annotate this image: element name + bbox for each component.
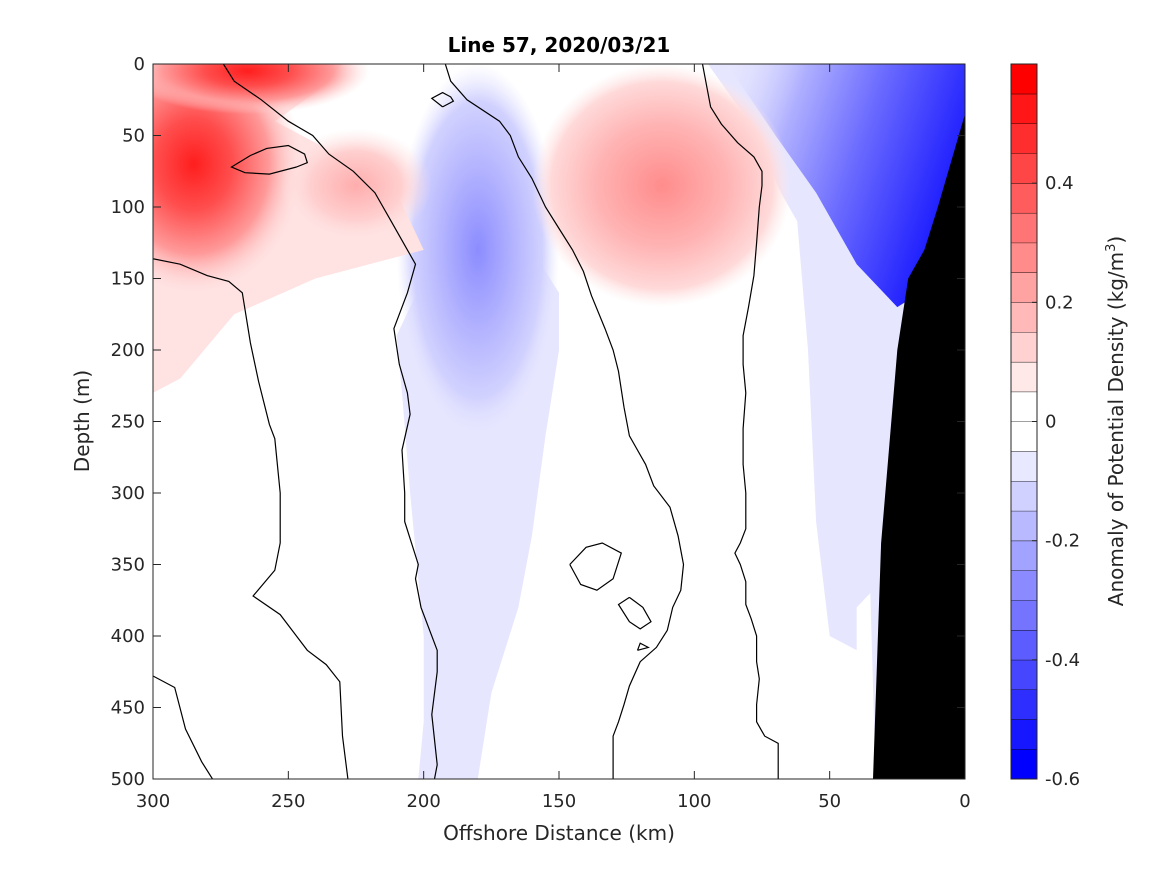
colorbar-swatch [1011,93,1037,124]
colorbar-tick-label: -0.4 [1045,650,1080,671]
colorbar-swatch [1011,242,1037,273]
y-tick-label: 250 [111,412,145,433]
colorbar-swatch [1011,361,1037,392]
colorbar-swatch [1011,630,1037,660]
colorbar-swatch [1011,659,1037,690]
positive-anomaly-mid-core [531,64,792,308]
zero-contour-lines [153,64,779,779]
positive-anomaly-lobe [280,128,432,243]
y-tick-label: 200 [111,340,145,361]
x-tick-label: 250 [271,791,305,812]
colorbar-swatch [1011,600,1037,631]
y-tick-label: 350 [111,555,145,576]
colorbar-swatch [1011,481,1037,511]
y-axis-ticks: 0 50 100 150 200 250 300 350 400 450 500 [111,54,965,790]
x-tick-label: 100 [677,791,711,812]
colorbar-swatch [1011,212,1037,243]
colorbar-swatch [1011,64,1037,94]
colorbar-tick-label: 0.2 [1045,292,1074,313]
colorbar-swatch [1011,153,1037,184]
zero-contour-10 [701,64,779,779]
y-tick-label: 50 [122,126,145,147]
x-tick-label: 50 [818,791,841,812]
colorbar-swatch [1011,332,1037,362]
colorbar-swatch [1011,570,1037,601]
zero-contour-8 [617,596,652,630]
colorbar-swatch [1011,749,1037,779]
colorbar-swatch [1011,510,1037,541]
y-tick-label: 500 [111,769,145,790]
x-tick-label: 0 [959,791,970,812]
colorbar-swatch [1011,272,1037,303]
colorbar-swatch [1011,123,1037,154]
colorbar-label: Anomaly of Potential Density (kg/m3) [1104,236,1128,606]
y-tick-label: 150 [111,269,145,290]
anomaly-field [153,64,965,779]
zero-contour-9 [636,642,650,651]
negative-anomaly-coastal [726,64,965,308]
colorbar-tick-label: -0.6 [1045,769,1080,790]
x-axis-ticks: 300 250 200 150 100 50 0 [136,64,971,812]
y-tick-label: 400 [111,626,145,647]
colorbar-swatch [1011,302,1037,333]
chart-title: Line 57, 2020/03/21 [448,33,671,57]
colorbar-swatch [1011,183,1037,213]
zero-contour-7 [569,542,623,591]
positive-anomaly-core [153,64,302,293]
y-tick-label: 100 [111,197,145,218]
colorbar-swatch [1011,391,1037,422]
positive-anomaly-surface [153,64,370,115]
colorbar-swatch [1011,719,1037,750]
colorbar-swatch [1011,540,1037,571]
zero-contour-1 [153,675,214,779]
colorbar: 0.4 0.2 0 -0.2 -0.4 -0.6 [1010,63,1080,790]
zero-contour-3 [230,144,309,175]
y-axis-label: Depth (m) [70,370,94,472]
colorbar-tick-label: -0.2 [1045,531,1080,552]
zero-contour-4 [430,91,455,108]
colorbar-swatch [1011,451,1037,482]
x-tick-label: 150 [542,791,576,812]
zero-contour-2 [153,258,349,779]
zero-contour-5 [222,64,438,779]
y-tick-label: 0 [134,54,145,75]
x-axis-label: Offshore Distance (km) [443,821,675,845]
colorbar-swatch [1011,421,1037,452]
colorbar-swatch [1011,689,1037,720]
x-tick-label: 300 [136,791,170,812]
y-tick-label: 300 [111,483,145,504]
x-tick-label: 200 [406,791,440,812]
colorbar-tick-label: 0.4 [1045,173,1074,194]
plot-frame [152,63,966,780]
bathymetry-seafloor [873,114,965,779]
colorbar-tick-label: 0 [1045,412,1056,433]
plot-area: 300 250 200 150 100 50 0 050100150200250300350… [111,54,971,812]
zero-contour-6 [444,64,685,779]
y-tick-label: 450 [111,698,145,719]
